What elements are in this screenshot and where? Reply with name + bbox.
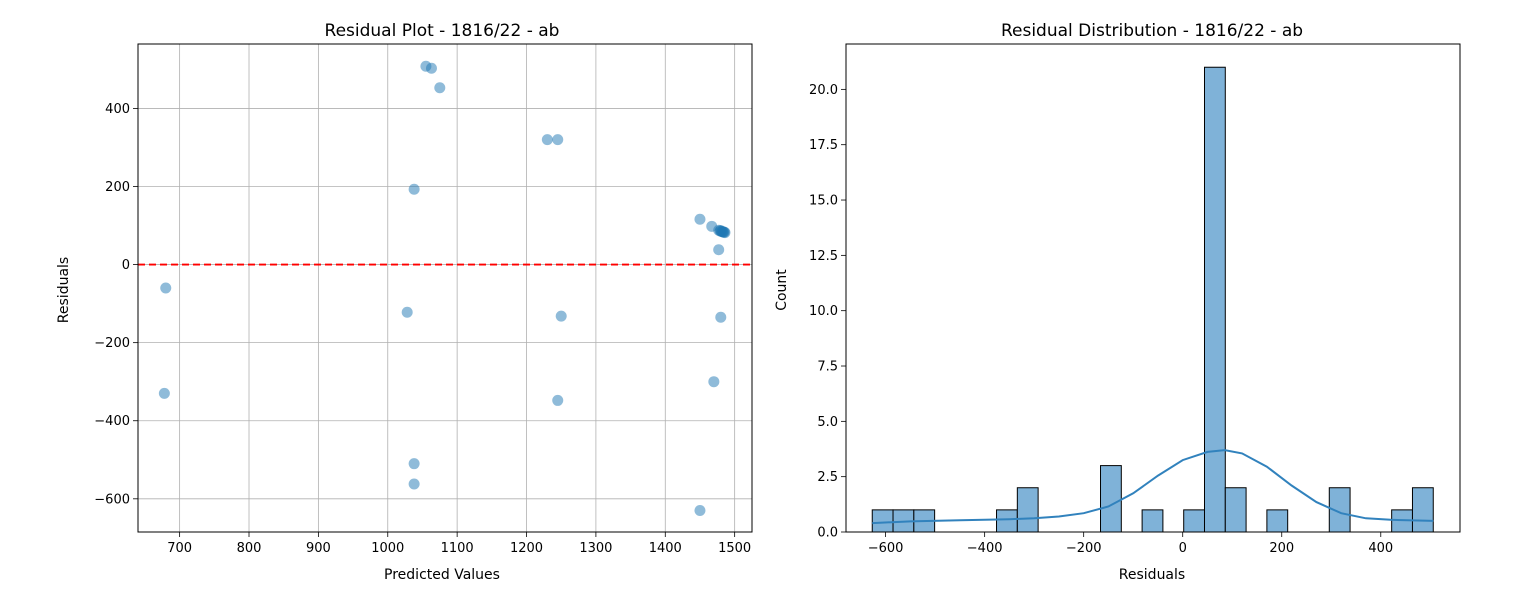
scatter-point xyxy=(408,458,420,470)
histogram-bar xyxy=(1183,509,1205,533)
y-tick-label: 0 xyxy=(122,258,130,273)
histogram-bar xyxy=(1016,487,1039,533)
y-tick-label: 200 xyxy=(105,180,130,195)
y-tick-label: −200 xyxy=(94,336,130,351)
y-axis-label: Count xyxy=(774,269,790,311)
histogram-bar xyxy=(1100,465,1122,533)
y-tick-label: 7.5 xyxy=(817,360,838,375)
histogram-bar xyxy=(1203,66,1226,533)
histogram-bar xyxy=(996,509,1018,533)
x-axis-label: Predicted Values xyxy=(384,567,500,583)
y-axis-ticks: 0.0 2.5 5.0 7.5 10.0 12.5 15.0 17.5 20.0 xyxy=(809,83,846,541)
scatter-point xyxy=(708,376,720,388)
y-axis-ticks: −600 −400 −200 0 200 400 xyxy=(94,102,138,507)
x-tick-label: 1300 xyxy=(579,541,612,556)
chart-title: Residual Plot - 1816/22 - ab xyxy=(325,21,560,41)
y-tick-label: −400 xyxy=(94,414,130,429)
y-tick-label: 400 xyxy=(105,102,130,117)
x-tick-label: −400 xyxy=(967,541,1003,556)
x-axis-ticks: −600 −400 −200 0 200 400 xyxy=(868,532,1393,556)
scatter-point xyxy=(552,134,564,146)
y-tick-label: 10.0 xyxy=(809,304,838,319)
histogram-bar xyxy=(1141,509,1164,533)
scatter-point xyxy=(716,226,728,238)
x-tick-label: 1000 xyxy=(371,541,404,556)
chart-title: Residual Distribution - 1816/22 - ab xyxy=(1001,21,1303,41)
x-axis-label: Residuals xyxy=(1119,567,1185,583)
plot-frame xyxy=(137,43,753,533)
scatter-point xyxy=(425,62,437,74)
x-tick-label: −200 xyxy=(1066,541,1102,556)
scatter-point xyxy=(694,505,706,517)
y-tick-label: 2.5 xyxy=(817,470,838,485)
residual-plot: 700 800 900 1000 1100 1200 1300 1400 1500 −600 −4… xyxy=(56,21,753,583)
plot-frame xyxy=(845,43,1461,533)
scatter-point xyxy=(158,387,170,399)
x-tick-label: 1400 xyxy=(649,541,682,556)
y-axis-label: Residuals xyxy=(56,257,72,323)
scatter-point xyxy=(541,134,553,146)
scatter-point xyxy=(713,244,725,256)
x-tick-label: 200 xyxy=(1269,541,1294,556)
x-tick-label: −600 xyxy=(868,541,904,556)
histogram-bar xyxy=(1411,487,1434,533)
histogram-bars xyxy=(871,66,1434,533)
x-tick-label: 1500 xyxy=(718,541,751,556)
scatter-point xyxy=(715,311,727,323)
scatter-point xyxy=(401,306,413,318)
y-tick-label: 5.0 xyxy=(817,415,838,430)
y-tick-label: 0.0 xyxy=(817,526,838,541)
y-tick-label: −600 xyxy=(94,492,130,507)
histogram-bar xyxy=(1266,509,1289,533)
scatter-point xyxy=(160,282,172,294)
x-tick-label: 700 xyxy=(167,541,192,556)
x-tick-label: 800 xyxy=(237,541,262,556)
histogram-bar xyxy=(1224,487,1247,533)
scatter-point xyxy=(408,183,420,195)
scatter-point xyxy=(555,310,567,322)
kde-curve xyxy=(872,449,1434,525)
y-tick-label: 12.5 xyxy=(809,249,838,264)
y-tick-label: 15.0 xyxy=(809,194,838,209)
y-tick-label: 20.0 xyxy=(809,83,838,98)
histogram-bar xyxy=(871,509,894,533)
scatter-point xyxy=(408,478,420,490)
x-axis-ticks: 700 800 900 1000 1100 1200 1300 1400 1500 xyxy=(167,532,751,556)
scatter-points xyxy=(158,60,731,517)
kde-line xyxy=(872,449,1434,525)
x-tick-label: 0 xyxy=(1179,541,1187,556)
scatter-point xyxy=(434,82,446,94)
x-tick-label: 400 xyxy=(1368,541,1393,556)
x-tick-label: 1200 xyxy=(510,541,543,556)
scatter-point xyxy=(552,394,564,406)
grid-lines xyxy=(138,44,752,532)
x-tick-label: 900 xyxy=(306,541,331,556)
y-tick-label: 17.5 xyxy=(809,138,838,153)
scatter-point xyxy=(694,213,706,225)
residual-distribution: −600 −400 −200 0 200 400 0.0 2.5 5.0 7.5 10.0 12.5… xyxy=(774,21,1461,583)
x-tick-label: 1100 xyxy=(441,541,474,556)
